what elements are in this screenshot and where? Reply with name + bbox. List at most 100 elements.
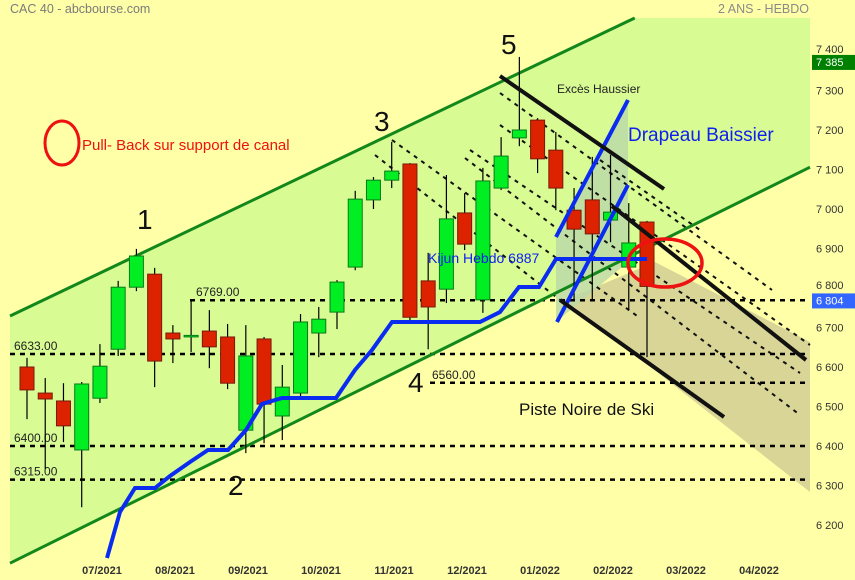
trend-dashed-line	[391, 139, 641, 319]
candle	[402, 163, 418, 324]
annotation-wave1: 1	[137, 204, 153, 235]
candle	[420, 252, 436, 350]
highlight-ellipse	[626, 237, 704, 289]
candle	[365, 177, 381, 209]
y-tick-label: 7 300	[816, 86, 844, 98]
candle-body	[165, 332, 181, 340]
candle-body	[19, 366, 35, 391]
candle-body	[147, 273, 163, 362]
y-tick-label: 7 100	[816, 165, 844, 177]
y-tick-label: 6 500	[816, 402, 844, 414]
candle-body	[37, 392, 53, 400]
candle-body	[55, 400, 71, 427]
x-tick-label: 01/2022	[520, 565, 560, 577]
candle-body	[347, 198, 363, 268]
candle	[147, 267, 163, 388]
annotation-drapeau: Drapeau Baissier	[628, 125, 774, 146]
trend-dashed-line	[464, 157, 801, 416]
candle-body	[402, 163, 418, 318]
candle-body	[420, 280, 436, 308]
y-tick-label: 6 900	[816, 244, 844, 256]
annotation-wave4: 4	[408, 367, 424, 398]
candle	[548, 131, 564, 211]
candle	[311, 306, 327, 358]
x-tick-label: 04/2022	[739, 565, 779, 577]
candle	[329, 280, 345, 330]
candle	[475, 167, 491, 313]
annotation-pullback: Pull- Back sur support de canal	[82, 137, 290, 154]
y-tick-label: 6 700	[816, 323, 844, 335]
candle	[201, 310, 217, 369]
candle	[55, 383, 71, 443]
flag-upper-line	[554, 99, 630, 238]
x-tick-label: 07/2021	[82, 565, 122, 577]
candle	[511, 56, 527, 147]
candle-body	[311, 318, 327, 334]
annotation-kijun: Kijun Hebdo 6887	[428, 250, 540, 266]
x-tick-label: 03/2022	[666, 565, 706, 577]
trend-dashed-line	[599, 159, 701, 231]
trend-dashed-line	[499, 92, 773, 291]
x-tick-label: 09/2021	[228, 565, 268, 577]
candle	[438, 175, 454, 304]
candle	[220, 323, 236, 390]
candle	[493, 137, 509, 191]
candle-body	[74, 383, 90, 451]
candle	[347, 190, 363, 271]
candle-body	[584, 199, 600, 235]
candle	[274, 365, 290, 441]
candle-body	[92, 365, 108, 399]
candle-body	[256, 338, 272, 405]
candle-body	[475, 180, 491, 301]
chart-period: 2 ANS - HEBDO	[718, 2, 809, 16]
candle-body	[274, 386, 290, 417]
annotation-wave5: 5	[501, 29, 517, 60]
candle	[110, 280, 126, 356]
candle	[384, 141, 400, 189]
candle	[293, 314, 309, 399]
piste-noire-line	[558, 298, 726, 419]
x-tick-label: 08/2021	[155, 565, 195, 577]
x-tick-label: 10/2021	[301, 565, 341, 577]
candle	[457, 193, 473, 251]
candle-body	[457, 212, 473, 245]
candle-body	[530, 119, 546, 160]
candle-body	[548, 149, 564, 189]
x-tick-label: 12/2021	[447, 565, 487, 577]
y-tick-label: 7 000	[816, 204, 844, 216]
kijun-line	[105, 257, 647, 559]
x-tick-label: 02/2022	[593, 565, 633, 577]
candle	[74, 382, 90, 508]
annotation-wave3: 3	[374, 106, 390, 137]
high-price-badge-label: 7 385	[816, 57, 844, 69]
candle-body	[511, 129, 527, 139]
y-tick-label: 6 300	[816, 481, 844, 493]
candle-body	[220, 336, 236, 384]
y-tick-label: 6 200	[816, 520, 844, 532]
last-price-badge-label: 6 804	[816, 295, 844, 307]
candle-body	[110, 286, 126, 350]
candle	[256, 336, 272, 444]
candle	[183, 300, 199, 352]
candle-body	[128, 255, 144, 288]
annotation-piste: Piste Noire de Ski	[519, 400, 654, 419]
level-label: 6400.00	[14, 431, 58, 445]
candle	[584, 156, 600, 300]
y-tick-label: 6 600	[816, 362, 844, 374]
channel-lower-line	[9, 165, 811, 565]
channel-upper-line	[9, 16, 636, 318]
legend-ellipse	[43, 119, 81, 167]
x-tick-label: 11/2021	[374, 565, 413, 577]
candle	[19, 357, 35, 420]
piste-area	[565, 262, 810, 492]
level-label: 6315.00	[14, 465, 58, 479]
annotation-wave2: 2	[228, 470, 244, 501]
candle-body	[384, 170, 400, 181]
candle-body	[329, 281, 345, 313]
level-label: 6769.00	[196, 285, 240, 299]
y-tick-label: 6 800	[816, 280, 844, 292]
level-label: 6560.00	[432, 368, 476, 382]
chart-title: CAC 40 - abcbourse.com	[10, 2, 151, 16]
candle	[128, 248, 144, 292]
